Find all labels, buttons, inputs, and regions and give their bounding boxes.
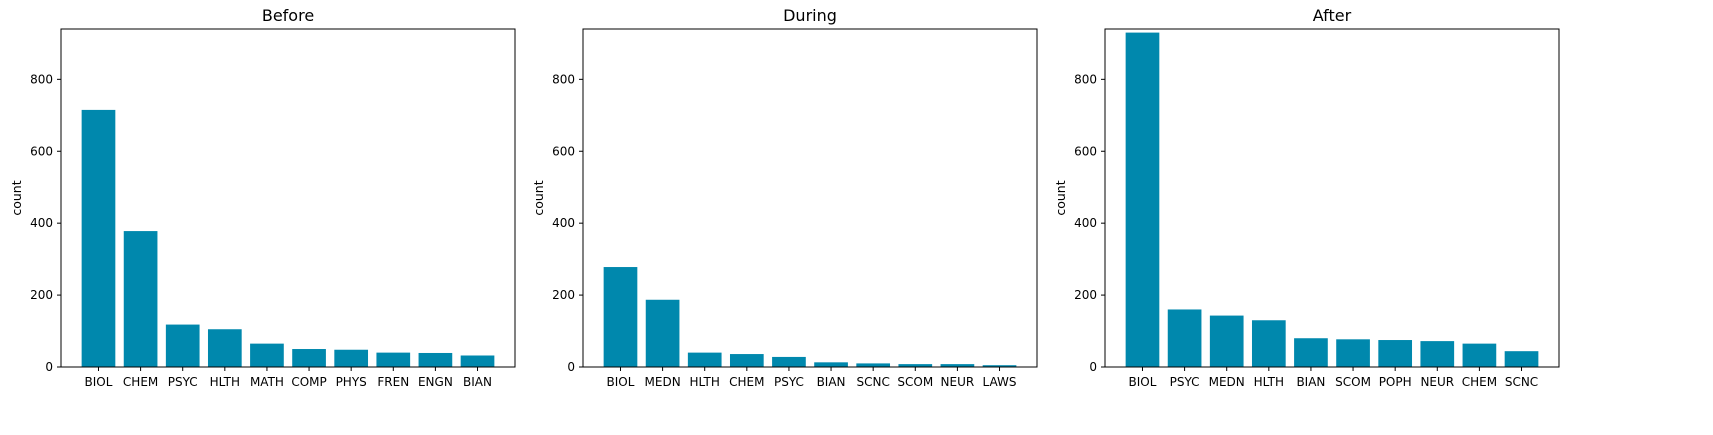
y-tick-label: 200 [1074,288,1097,302]
x-tick-label: BIAN [463,375,492,389]
bar-scom [898,364,933,367]
chart-panel-after: BIOL PSYC MEDN HLTH BIAN SCOM POPH NEUR CHEM SCNC… [1053,6,1560,389]
x-tick-label: SCNC [1505,375,1538,389]
bar-phys [334,349,369,367]
chart-panel-before: BIOL CHEM PSYC HLTH MATH COMP PHYS FREN ENGN BIAN… [9,6,516,389]
bar-neur [1420,341,1455,367]
chart-panel-during: BIOL MEDN HLTH CHEM PSYC BIAN SCNC SCOM NEUR LAWS… [531,6,1038,389]
bar-bian [1294,338,1328,367]
y-axis-label: count [1053,180,1068,215]
bar-laws [982,365,1017,367]
bar-math [250,343,284,367]
bar-scnc [1504,351,1539,367]
y-tick-label: 0 [567,360,575,374]
bar-neur [940,364,975,367]
axes-frame [1104,28,1560,368]
y-axis-label: count [531,180,546,215]
y-tick-label: 800 [30,72,53,86]
bar-chem [1462,343,1497,367]
bar-biol [81,109,116,367]
bar-scnc [856,363,891,367]
x-tick-label: CHEM [1462,375,1497,389]
bar-hlth [1251,320,1286,367]
x-tick-label: PSYC [774,375,804,389]
y-tick-label: 400 [1074,216,1097,230]
y-tick-label: 200 [30,288,53,302]
chart-title: Before [262,6,314,25]
x-tick-label: FREN [377,375,409,389]
y-tick-label: 600 [1074,144,1097,158]
bar-scom [1336,339,1370,367]
y-tick-label: 600 [30,144,53,158]
bar-biol [603,267,638,367]
x-tick-label: MEDN [645,375,681,389]
bar-hlth [207,329,242,367]
y-tick-label: 200 [552,288,575,302]
axes-frame [582,28,1038,368]
bar-psyc [772,356,806,367]
chart-title: After [1313,6,1352,25]
bar-psyc [165,324,200,367]
chart-title: During [783,6,837,25]
bar-engn [418,352,453,367]
bar-hlth [687,352,722,367]
x-tick-label: COMP [291,375,326,389]
bar-fren [376,352,411,367]
bar-chem [729,354,764,367]
x-tick-label: CHEM [123,375,158,389]
bar-biol [1125,32,1160,368]
x-tick-label: SCOM [1335,375,1371,389]
y-tick-label: 600 [552,144,575,158]
y-tick-label: 400 [552,216,575,230]
x-tick-label: BIAN [817,375,846,389]
x-tick-label: HLTH [1254,375,1284,389]
bar-bian [814,362,848,367]
x-tick-label: SCOM [897,375,933,389]
bar-chem [123,231,158,367]
bar-comp [292,349,326,367]
bar-bian [460,355,495,367]
y-tick-label: 0 [1089,360,1097,374]
x-tick-label: MATH [250,375,284,389]
bar-medn [645,299,680,367]
x-tick-label: BIOL [85,375,113,389]
x-tick-label: HLTH [210,375,240,389]
x-tick-label: POPH [1379,375,1412,389]
bar-medn [1209,315,1244,367]
x-tick-label: NEUR [941,375,975,389]
y-axis-label: count [9,180,24,215]
x-tick-label: PSYC [168,375,198,389]
x-tick-label: LAWS [983,375,1017,389]
x-tick-label: CHEM [729,375,764,389]
x-tick-label: PSYC [1170,375,1200,389]
y-tick-label: 400 [30,216,53,230]
x-tick-label: HLTH [690,375,720,389]
x-tick-label: BIOL [607,375,635,389]
y-tick-label: 800 [1074,72,1097,86]
x-tick-label: BIAN [1296,375,1325,389]
x-tick-label: PHYS [336,375,367,389]
axes-frame [60,28,516,368]
y-tick-label: 800 [552,72,575,86]
y-tick-label: 0 [45,360,53,374]
x-tick-label: BIOL [1129,375,1157,389]
x-tick-label: NEUR [1420,375,1454,389]
bar-psyc [1167,309,1202,367]
x-tick-label: SCNC [856,375,889,389]
bar-poph [1378,340,1413,367]
x-tick-label: ENGN [418,375,453,389]
x-tick-label: MEDN [1209,375,1245,389]
